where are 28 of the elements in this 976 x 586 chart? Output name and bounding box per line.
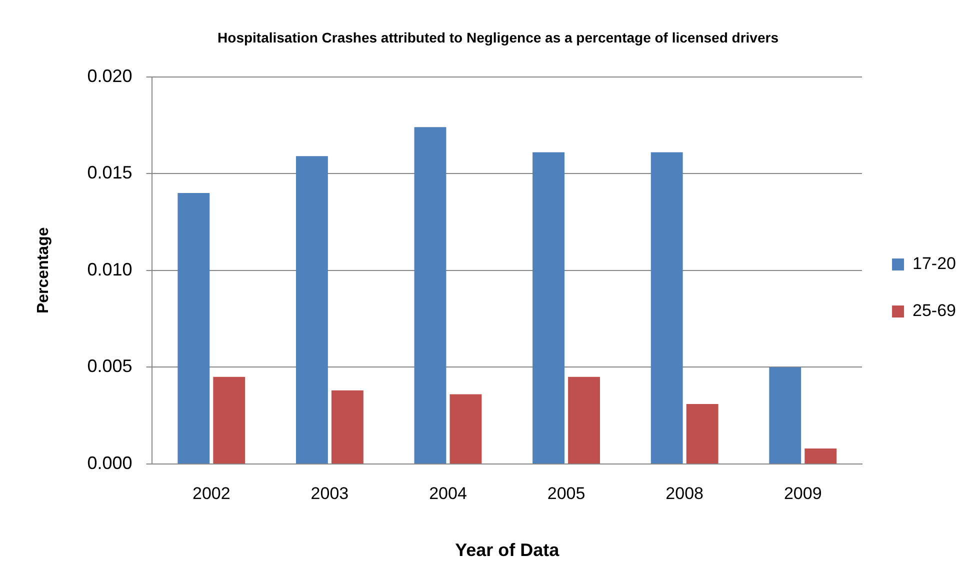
legend-label: 17-20 — [912, 254, 956, 274]
x-tick-label: 2005 — [547, 484, 586, 503]
bar — [331, 390, 364, 464]
bar — [450, 394, 482, 464]
y-tick-label: 0.000 — [87, 452, 132, 473]
y-tick-label: 0.015 — [87, 162, 132, 183]
x-tick-label: 2009 — [784, 484, 822, 503]
bar — [213, 376, 246, 464]
bar — [414, 127, 446, 464]
bar — [178, 192, 210, 464]
y-axis-title: Percentage — [35, 227, 52, 314]
x-tick-label: 2008 — [666, 484, 704, 503]
bar — [296, 156, 328, 464]
x-tick-label: 2004 — [429, 484, 467, 503]
bar — [650, 152, 683, 464]
x-tick-label: 2003 — [310, 484, 349, 503]
legend-label: 25-69 — [912, 301, 956, 320]
y-tick-label: 0.020 — [87, 66, 132, 86]
chart-title: Hospitalisation Crashes attributed to Negligence as a percentage of licensed drivers — [218, 29, 779, 46]
y-tick-label: 0.005 — [87, 356, 132, 376]
bar — [769, 367, 802, 464]
bar — [568, 376, 600, 464]
y-tick-label: 0.010 — [87, 259, 132, 280]
bar — [804, 448, 837, 464]
bar — [686, 404, 718, 464]
x-axis-title: Year of Data — [455, 540, 560, 560]
bar — [532, 152, 565, 464]
x-tick-label: 2002 — [192, 484, 230, 503]
